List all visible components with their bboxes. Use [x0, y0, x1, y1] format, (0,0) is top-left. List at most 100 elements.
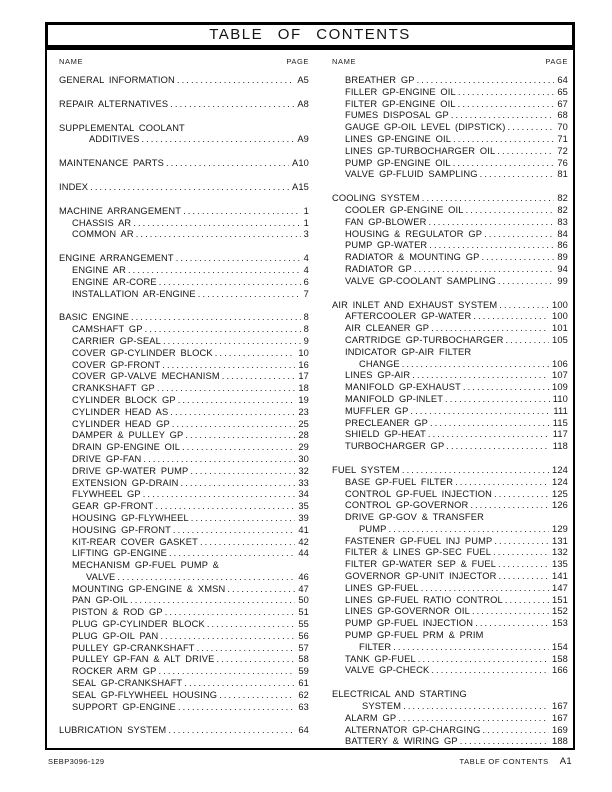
- dot-leader: [412, 370, 549, 382]
- entry-page: 4: [303, 253, 309, 264]
- section-gap: [332, 453, 568, 465]
- toc-entry: MECHANISM GP-FUEL PUMP &VALVE 46: [59, 560, 309, 584]
- toc-entry: LINES GP-FUEL RATIO CONTROL 151: [332, 595, 568, 607]
- entry-name: PLUG GP-CYLINDER BLOCK: [72, 619, 205, 630]
- entry-page: 65: [557, 86, 568, 97]
- entry-page: 141: [552, 571, 568, 582]
- entry-page: 25: [298, 418, 309, 429]
- section-gap: [59, 87, 309, 99]
- entry-page: 44: [298, 548, 309, 559]
- entry-page: 124: [552, 464, 568, 475]
- entry-page: 51: [298, 607, 309, 618]
- entry-name: INSTALLATION AR-ENGINE: [72, 288, 196, 299]
- dot-leader: [222, 371, 296, 383]
- dot-leader: [160, 631, 295, 643]
- entry-name: HOUSING GP-FLYWHEEL: [72, 512, 189, 523]
- entry-name: FILTER GP-ENGINE OIL: [345, 98, 456, 109]
- entry-name: ALARM GP: [345, 712, 397, 723]
- entry-name: LINES GP-TURBOCHARGER OIL: [345, 145, 496, 156]
- entry-name: FAN GP-BLOWER: [345, 216, 427, 227]
- entry-name: ADDITIVES: [89, 134, 140, 145]
- toc-entry: MANIFOLD GP-INLET 110: [332, 394, 568, 406]
- toc-entry: MACHINE ARRANGEMENT 1: [59, 206, 309, 218]
- entry-page: A15: [292, 181, 309, 192]
- dot-leader: [428, 217, 554, 229]
- toc-entry: SEAL GP-CRANKSHAFT 61: [59, 678, 309, 690]
- entry-name: ENGINE AR: [72, 264, 126, 275]
- entry-name: CRANKSHAFT GP: [72, 383, 155, 394]
- dot-leader: [197, 643, 296, 655]
- dot-leader: [505, 595, 549, 607]
- entry-name: GEAR GP-FRONT: [72, 501, 154, 512]
- toc-entry: ENGINE AR 4: [59, 265, 309, 277]
- entry-name: CARTRIDGE GP-TURBOCHARGER: [345, 334, 504, 345]
- toc-entry: FASTENER GP-FUEL INJ PUMP 131: [332, 536, 568, 548]
- entry-page: 42: [298, 536, 309, 547]
- entry-name: BASE GP-FUEL FILTER: [345, 476, 454, 487]
- dot-leader: [481, 252, 554, 264]
- toc-entry: FILTER GP-ENGINE OIL 67: [332, 99, 568, 111]
- toc-entry: DAMPER & PULLEY GP 28: [59, 430, 309, 442]
- entry-name: PUMP GP-ENGINE OIL: [345, 157, 451, 168]
- toc-entry: CYLINDER HEAD GP 25: [59, 419, 309, 431]
- toc-entry: LINES GP-ENGINE OIL 71: [332, 134, 568, 146]
- entry-name: LINES GP-ENGINE OIL: [345, 133, 452, 144]
- toc-columns: NAME PAGE GENERAL INFORMATION A5 REPAIR AL…: [59, 57, 568, 748]
- entry-name: PRECLEANER GP: [345, 417, 428, 428]
- entry-page: 76: [557, 157, 568, 168]
- toc-entry: REPAIR ALTERNATIVES A8: [59, 99, 309, 111]
- entry-page: 61: [298, 678, 309, 689]
- entry-name: FUEL SYSTEM: [332, 464, 400, 475]
- toc-entry: DRIVE GP-WATER PUMP 32: [59, 466, 309, 478]
- entry-page: 99: [557, 275, 568, 286]
- entry-page: 58: [298, 654, 309, 665]
- toc-entry: PUMP GP-WATER 86: [332, 240, 568, 252]
- dot-leader: [133, 218, 300, 230]
- entry-page: 41: [298, 524, 309, 535]
- toc-entry: SHIELD GP-HEAT 117: [332, 429, 568, 441]
- entry-name: RADIATOR GP: [345, 263, 412, 274]
- entry-page: 8: [303, 312, 309, 323]
- dot-leader: [162, 360, 295, 372]
- toc-entry: PISTON & ROD GP 51: [59, 607, 309, 619]
- dot-leader: [499, 300, 549, 312]
- toc-entry: ALARM GP 167: [332, 713, 568, 725]
- toc-entry: CYLINDER BLOCK GP 19: [59, 395, 309, 407]
- entry-page: 129: [552, 523, 568, 534]
- entry-page: 109: [552, 382, 568, 393]
- entry-name: ENGINE ARRANGEMENT: [59, 253, 174, 264]
- section-gap: [59, 241, 309, 253]
- entry-name: PULLEY GP-CRANKSHAFT: [72, 642, 195, 653]
- toc-entry: LUBRICATION SYSTEM 64: [59, 725, 309, 737]
- toc-entry: ALTERNATOR GP-CHARGING 169: [332, 725, 568, 737]
- section-gap: [59, 111, 309, 123]
- dot-leader: [421, 583, 549, 595]
- section-gap: [59, 170, 309, 182]
- toc-entry: COVER GP-FRONT 16: [59, 360, 309, 372]
- entry-page: 23: [298, 406, 309, 417]
- dot-leader: [428, 429, 550, 441]
- entry-name: GOVERNOR GP-UNIT INJECTOR: [345, 571, 497, 582]
- dot-leader: [402, 359, 549, 371]
- entry-page: 4: [303, 264, 309, 275]
- entry-page: 1: [303, 205, 309, 216]
- page-title: TABLE OF CONTENTS: [45, 22, 575, 48]
- dot-leader: [417, 75, 555, 87]
- entry-page: 89: [557, 252, 568, 263]
- entry-name: FILTER: [359, 641, 392, 652]
- toc-entry: BREATHER GP 64: [332, 75, 568, 87]
- dot-leader: [141, 134, 294, 146]
- entry-name: FILTER GP-WATER SEP & FUEL: [345, 559, 497, 570]
- entry-page: 132: [552, 547, 568, 558]
- dot-leader: [414, 264, 554, 276]
- dot-leader: [117, 572, 295, 584]
- entry-page: 39: [298, 512, 309, 523]
- dot-leader: [216, 654, 295, 666]
- entry-page: 6: [303, 276, 309, 287]
- toc-entry: GEAR GP-FRONT 35: [59, 501, 309, 513]
- entry-name: RADIATOR & MOUNTING GP: [345, 252, 480, 263]
- entry-name: AFTERCOOLER GP-WATER: [345, 311, 472, 322]
- dot-leader: [131, 312, 301, 324]
